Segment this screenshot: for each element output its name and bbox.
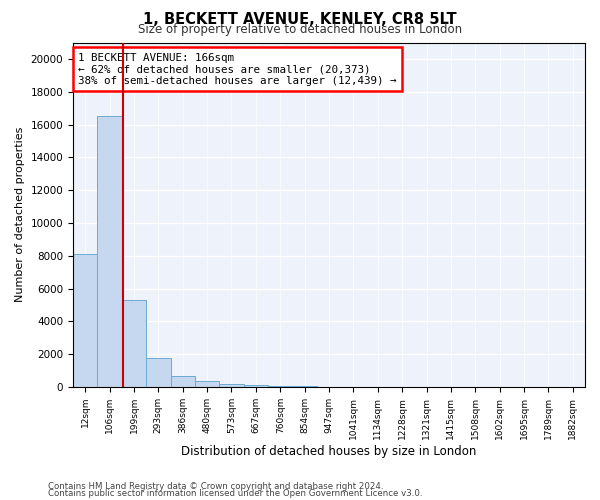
Bar (122, 300, 146, 387)
Bar (195, 382, 220, 387)
Bar (268, 386, 292, 387)
Text: Size of property relative to detached houses in London: Size of property relative to detached ho… (138, 22, 462, 36)
Text: 1, BECKETT AVENUE, KENLEY, CR8 5LT: 1, BECKETT AVENUE, KENLEY, CR8 5LT (143, 12, 457, 28)
Bar (73, 254, 97, 387)
Bar (292, 386, 317, 387)
X-axis label: Distribution of detached houses by size in London: Distribution of detached houses by size … (181, 444, 477, 458)
Bar (220, 384, 244, 387)
Bar (146, 358, 170, 387)
Bar (97, 116, 122, 387)
Text: Contains public sector information licensed under the Open Government Licence v3: Contains public sector information licen… (48, 490, 422, 498)
Bar (244, 386, 268, 387)
Bar (170, 376, 195, 387)
Text: Contains HM Land Registry data © Crown copyright and database right 2024.: Contains HM Land Registry data © Crown c… (48, 482, 383, 491)
Text: 1 BECKETT AVENUE: 166sqm
← 62% of detached houses are smaller (20,373)
38% of se: 1 BECKETT AVENUE: 166sqm ← 62% of detach… (78, 53, 397, 86)
Y-axis label: Number of detached properties: Number of detached properties (15, 127, 25, 302)
